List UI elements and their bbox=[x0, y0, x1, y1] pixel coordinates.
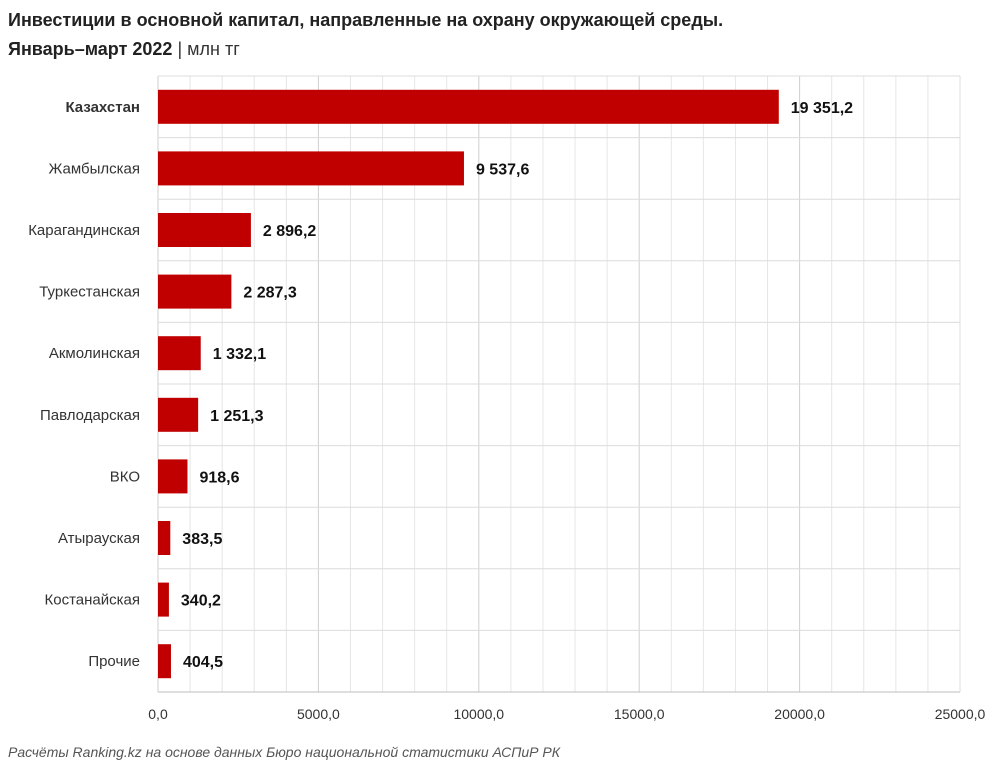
category-label: Павлодарская bbox=[40, 407, 140, 424]
chart-title-line: Инвестиции в основной капитал, направлен… bbox=[8, 10, 724, 30]
category-label: ВКО bbox=[110, 468, 140, 485]
category-label: Карагандинская bbox=[28, 222, 140, 239]
bar bbox=[158, 336, 201, 371]
category-label: Прочие bbox=[88, 653, 140, 670]
value-label: 2 896,2 bbox=[263, 223, 316, 240]
bar-chart: Казахстан 19 351,2 Жамбылская 9 537,6 Карага… bbox=[28, 75, 986, 722]
value-label: 1 332,1 bbox=[213, 346, 266, 363]
bar bbox=[158, 213, 251, 247]
category-label: Акмолинская bbox=[49, 345, 140, 362]
bar bbox=[158, 89, 779, 124]
category-label: Жамбылская bbox=[49, 160, 141, 177]
bar bbox=[158, 459, 188, 494]
chart-unit: млн тг bbox=[187, 39, 240, 59]
bar bbox=[158, 151, 464, 186]
chart-title: Инвестиции в основной капитал, направлен… bbox=[8, 6, 723, 64]
x-tick-label: 0,0 bbox=[148, 706, 168, 722]
value-label: 9 537,6 bbox=[476, 161, 529, 178]
bar bbox=[158, 397, 199, 432]
value-label: 404,5 bbox=[183, 654, 223, 671]
value-label: 383,5 bbox=[182, 531, 222, 548]
bar bbox=[158, 274, 232, 309]
x-tick-label: 20000,0 bbox=[774, 706, 825, 722]
category-label: Казахстан bbox=[65, 99, 140, 116]
chart-subtitle-line: Январь–март 2022 | млн тг bbox=[8, 35, 723, 64]
value-label: 19 351,2 bbox=[791, 100, 853, 117]
category-label: Костанайская bbox=[45, 592, 141, 609]
x-tick-label: 25000,0 bbox=[935, 706, 986, 722]
x-tick-label: 15000,0 bbox=[614, 706, 665, 722]
category-label: Туркестанская bbox=[39, 284, 140, 301]
x-tick-label: 10000,0 bbox=[453, 706, 504, 722]
bar bbox=[158, 582, 169, 617]
category-label: Атырауская bbox=[58, 530, 140, 547]
unit-separator: | bbox=[177, 39, 183, 59]
x-tick-label: 5000,0 bbox=[297, 706, 340, 722]
value-label: 918,6 bbox=[199, 469, 239, 486]
bar bbox=[158, 644, 171, 679]
chart-subtitle: Январь–март 2022 bbox=[8, 39, 173, 59]
bar bbox=[158, 521, 171, 555]
value-label: 1 251,3 bbox=[210, 408, 263, 425]
value-label: 2 287,3 bbox=[243, 285, 296, 302]
value-label: 340,2 bbox=[181, 593, 221, 610]
source-note: Расчёты Ranking.kz на основе данных Бюро… bbox=[8, 744, 560, 760]
